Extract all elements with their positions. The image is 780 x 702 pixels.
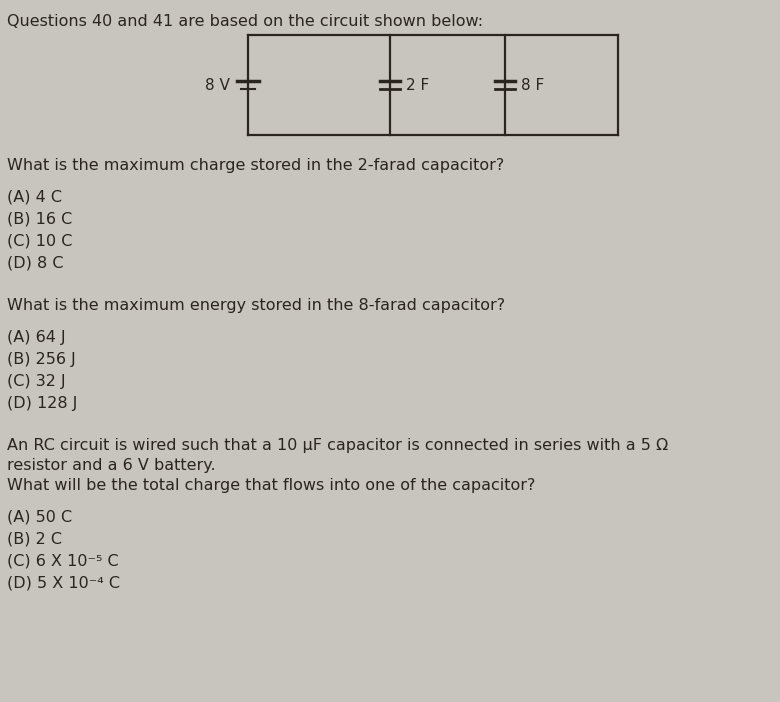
Text: (D) 128 J: (D) 128 J <box>7 396 77 411</box>
Text: (C) 10 C: (C) 10 C <box>7 234 73 249</box>
Text: (C) 32 J: (C) 32 J <box>7 374 66 389</box>
Text: (D) 5 X 10⁻⁴ C: (D) 5 X 10⁻⁴ C <box>7 576 120 591</box>
Text: 8 F: 8 F <box>521 77 544 93</box>
Text: What is the maximum charge stored in the 2-farad capacitor?: What is the maximum charge stored in the… <box>7 158 504 173</box>
Text: (B) 256 J: (B) 256 J <box>7 352 76 367</box>
Text: What will be the total charge that flows into one of the capacitor?: What will be the total charge that flows… <box>7 478 535 493</box>
Text: (A) 64 J: (A) 64 J <box>7 330 66 345</box>
Text: (A) 4 C: (A) 4 C <box>7 190 62 205</box>
Text: (C) 6 X 10⁻⁵ C: (C) 6 X 10⁻⁵ C <box>7 554 119 569</box>
Text: (A) 50 C: (A) 50 C <box>7 510 72 525</box>
Text: What is the maximum energy stored in the 8-farad capacitor?: What is the maximum energy stored in the… <box>7 298 505 313</box>
Text: (D) 8 C: (D) 8 C <box>7 256 63 271</box>
Text: Questions 40 and 41 are based on the circuit shown below:: Questions 40 and 41 are based on the cir… <box>7 14 483 29</box>
Text: (B) 16 C: (B) 16 C <box>7 212 73 227</box>
Text: 8 V: 8 V <box>205 77 230 93</box>
Text: resistor and a 6 V battery.: resistor and a 6 V battery. <box>7 458 215 473</box>
Text: (B) 2 C: (B) 2 C <box>7 532 62 547</box>
Text: An RC circuit is wired such that a 10 μF capacitor is connected in series with a: An RC circuit is wired such that a 10 μF… <box>7 438 668 453</box>
Text: 2 F: 2 F <box>406 77 429 93</box>
